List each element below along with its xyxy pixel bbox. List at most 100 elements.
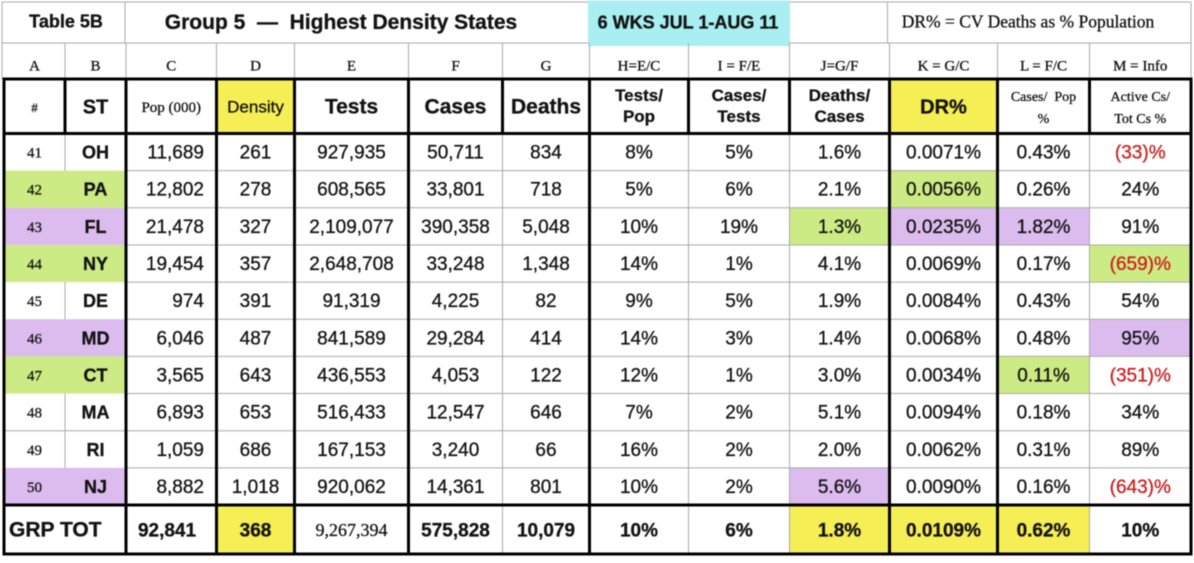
- svg-text:91,319: 91,319: [322, 291, 380, 312]
- svg-text:0.0109%: 0.0109%: [906, 521, 981, 542]
- svg-text:4.1%: 4.1%: [818, 254, 861, 275]
- svg-text:29,284: 29,284: [426, 328, 485, 349]
- svg-text:%: %: [1038, 112, 1050, 127]
- svg-text:F: F: [451, 59, 459, 75]
- svg-text:5%: 5%: [725, 143, 753, 164]
- svg-text:(33)%: (33)%: [1115, 143, 1166, 164]
- svg-text:C: C: [166, 59, 176, 75]
- svg-text:2%: 2%: [725, 440, 753, 461]
- svg-text:Table 5B: Table 5B: [29, 12, 103, 32]
- svg-text:261: 261: [240, 143, 272, 164]
- svg-text:3%: 3%: [725, 328, 753, 349]
- svg-text:0.16%: 0.16%: [1017, 477, 1071, 498]
- svg-text:Tests/: Tests/: [615, 86, 663, 105]
- svg-text:0.0235%: 0.0235%: [906, 217, 981, 238]
- svg-text:6,893: 6,893: [156, 403, 204, 424]
- svg-text:0.43%: 0.43%: [1017, 291, 1071, 312]
- svg-text:278: 278: [240, 180, 272, 201]
- svg-text:44: 44: [27, 257, 43, 273]
- svg-text:33,801: 33,801: [426, 180, 484, 201]
- svg-text:MD: MD: [82, 328, 110, 348]
- svg-text:4,225: 4,225: [432, 291, 480, 312]
- svg-text:K = G/C: K = G/C: [918, 59, 970, 75]
- svg-text:A: A: [29, 59, 40, 75]
- svg-text:89%: 89%: [1121, 440, 1159, 461]
- svg-text:2.1%: 2.1%: [818, 180, 861, 201]
- svg-text:Group 5 — Highest Density St: Group 5 — Highest Density States: [165, 11, 517, 34]
- svg-text:368: 368: [240, 521, 272, 542]
- svg-text:CT: CT: [84, 365, 108, 385]
- svg-text:47: 47: [27, 368, 43, 384]
- svg-text:436,553: 436,553: [317, 365, 386, 386]
- svg-text:(659)%: (659)%: [1110, 254, 1171, 275]
- svg-text:1.8%: 1.8%: [818, 521, 861, 542]
- svg-text:801: 801: [530, 477, 562, 498]
- svg-text:OH: OH: [82, 143, 109, 163]
- svg-text:1,018: 1,018: [232, 477, 280, 498]
- svg-text:41: 41: [27, 146, 42, 162]
- svg-text:Active Cs/: Active Cs/: [1111, 90, 1171, 105]
- svg-text:Deaths/: Deaths/: [809, 86, 871, 105]
- svg-text:608,565: 608,565: [317, 180, 386, 201]
- svg-text:19,454: 19,454: [146, 254, 205, 275]
- svg-text:91%: 91%: [1121, 217, 1159, 238]
- svg-text:12,547: 12,547: [426, 403, 484, 424]
- svg-text:Cases/ Pop: Cases/ Pop: [1011, 90, 1076, 105]
- svg-text:14%: 14%: [620, 328, 658, 349]
- svg-text:14,361: 14,361: [426, 477, 484, 498]
- svg-text:2,109,077: 2,109,077: [309, 217, 394, 238]
- svg-text:9%: 9%: [625, 291, 653, 312]
- svg-text:Pop (000): Pop (000): [141, 100, 201, 116]
- svg-text:0.11%: 0.11%: [1017, 365, 1070, 386]
- svg-text:0.43%: 0.43%: [1017, 143, 1071, 164]
- svg-text:0.17%: 0.17%: [1017, 254, 1071, 275]
- svg-text:974: 974: [172, 291, 204, 312]
- svg-text:33,248: 33,248: [426, 254, 484, 275]
- svg-text:1.3%: 1.3%: [818, 217, 861, 238]
- svg-text:841,589: 841,589: [317, 328, 386, 349]
- svg-text:46: 46: [27, 331, 43, 347]
- svg-text:12,802: 12,802: [146, 180, 204, 201]
- svg-text:6 WKS JUL 1-AUG 11: 6 WKS JUL 1-AUG 11: [598, 13, 779, 33]
- svg-text:10%: 10%: [620, 477, 658, 498]
- svg-text:10%: 10%: [620, 521, 658, 542]
- svg-text:0.0090%: 0.0090%: [906, 477, 981, 498]
- svg-text:DR%: DR%: [920, 96, 967, 118]
- svg-text:G: G: [541, 59, 552, 75]
- svg-text:327: 327: [240, 217, 272, 238]
- svg-text:1.6%: 1.6%: [818, 143, 861, 164]
- svg-text:54%: 54%: [1121, 291, 1159, 312]
- svg-text:6%: 6%: [725, 180, 753, 201]
- svg-text:2,648,708: 2,648,708: [309, 254, 394, 275]
- svg-text:0.0094%: 0.0094%: [906, 403, 981, 424]
- svg-text:Tests: Tests: [717, 107, 760, 126]
- svg-text:391: 391: [240, 291, 272, 312]
- svg-text:M = Info: M = Info: [1113, 59, 1167, 75]
- svg-text:653: 653: [240, 403, 272, 424]
- svg-text:Density: Density: [227, 97, 284, 116]
- svg-text:3.0%: 3.0%: [818, 365, 861, 386]
- svg-text:575,828: 575,828: [421, 521, 490, 542]
- svg-text:34%: 34%: [1121, 403, 1159, 424]
- svg-text:10,079: 10,079: [517, 521, 575, 542]
- svg-text:B: B: [90, 59, 100, 75]
- svg-text:1,348: 1,348: [522, 254, 570, 275]
- svg-text:I = F/E: I = F/E: [718, 59, 761, 75]
- svg-text:45: 45: [27, 294, 42, 310]
- svg-text:0.31%: 0.31%: [1017, 440, 1071, 461]
- svg-text:0.18%: 0.18%: [1017, 403, 1071, 424]
- svg-text:0.0069%: 0.0069%: [906, 254, 981, 275]
- svg-text:DE: DE: [83, 291, 108, 311]
- svg-text:49: 49: [27, 443, 42, 459]
- svg-text:42: 42: [27, 183, 42, 199]
- svg-text:6%: 6%: [725, 521, 753, 542]
- svg-text:PA: PA: [84, 180, 108, 200]
- svg-text:122: 122: [530, 365, 562, 386]
- svg-text:718: 718: [530, 180, 562, 201]
- svg-text:6,046: 6,046: [156, 328, 204, 349]
- svg-text:1.9%: 1.9%: [818, 291, 861, 312]
- svg-text:95%: 95%: [1121, 328, 1159, 349]
- svg-text:L = F/C: L = F/C: [1020, 59, 1067, 75]
- svg-text:414: 414: [530, 328, 562, 349]
- svg-text:RI: RI: [87, 440, 105, 460]
